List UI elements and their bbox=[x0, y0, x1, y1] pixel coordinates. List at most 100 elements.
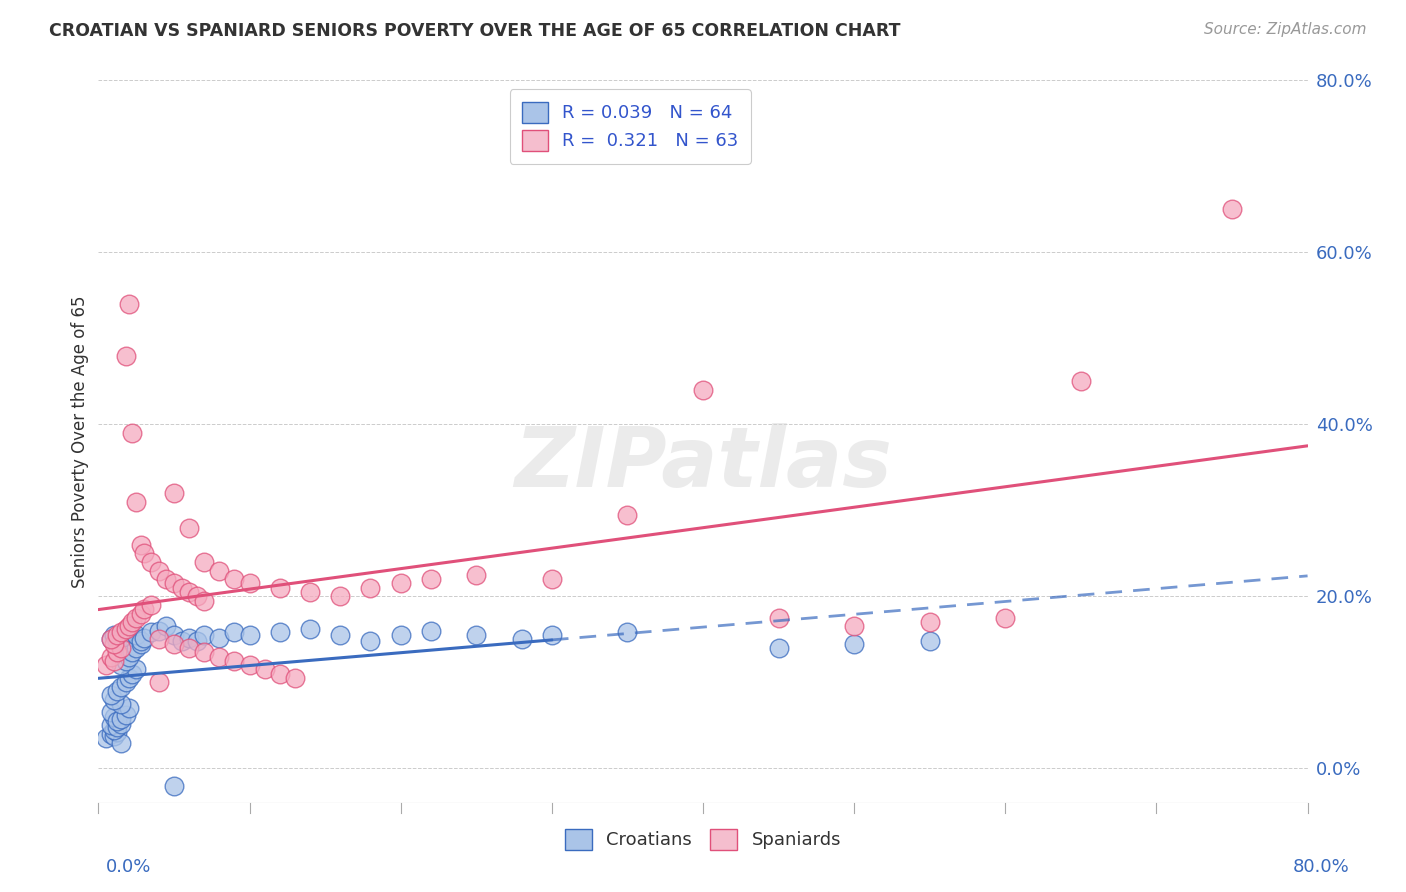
Point bbox=[155, 619, 177, 633]
Point bbox=[100, 632, 122, 647]
Point bbox=[118, 297, 141, 311]
Point bbox=[100, 688, 122, 702]
Point bbox=[125, 628, 148, 642]
Point bbox=[148, 624, 170, 638]
Point bbox=[105, 684, 128, 698]
Point bbox=[420, 624, 443, 638]
Point bbox=[692, 383, 714, 397]
Point bbox=[110, 712, 132, 726]
Point bbox=[163, 637, 186, 651]
Point bbox=[163, 779, 186, 793]
Point bbox=[253, 663, 276, 677]
Point bbox=[844, 619, 866, 633]
Point bbox=[299, 622, 322, 636]
Point bbox=[114, 654, 136, 668]
Point bbox=[141, 598, 163, 612]
Point bbox=[105, 725, 128, 739]
Point bbox=[114, 625, 136, 640]
Point bbox=[100, 706, 122, 720]
Point bbox=[193, 628, 215, 642]
Point bbox=[163, 486, 186, 500]
Point bbox=[208, 649, 231, 664]
Point bbox=[105, 645, 128, 659]
Point bbox=[1070, 375, 1092, 389]
Point bbox=[114, 349, 136, 363]
Point bbox=[148, 564, 170, 578]
Point bbox=[114, 675, 136, 690]
Point bbox=[224, 572, 246, 586]
Point bbox=[94, 658, 117, 673]
Point bbox=[121, 645, 143, 659]
Point bbox=[103, 654, 125, 668]
Point bbox=[465, 567, 488, 582]
Legend: Croatians, Spaniards: Croatians, Spaniards bbox=[555, 820, 851, 859]
Point bbox=[118, 649, 141, 664]
Point bbox=[110, 735, 132, 749]
Point bbox=[103, 637, 125, 651]
Point bbox=[186, 634, 208, 648]
Point bbox=[132, 631, 155, 645]
Point bbox=[103, 729, 125, 743]
Point bbox=[141, 555, 163, 569]
Point bbox=[540, 572, 562, 586]
Point bbox=[110, 697, 132, 711]
Point bbox=[103, 723, 125, 737]
Point bbox=[118, 619, 141, 633]
Point bbox=[105, 714, 128, 728]
Text: 80.0%: 80.0% bbox=[1294, 858, 1350, 876]
Point bbox=[420, 572, 443, 586]
Point bbox=[389, 628, 412, 642]
Point bbox=[100, 727, 122, 741]
Point bbox=[105, 634, 128, 648]
Point bbox=[239, 628, 262, 642]
Point bbox=[994, 611, 1017, 625]
Point bbox=[118, 701, 141, 715]
Point bbox=[105, 720, 128, 734]
Point bbox=[208, 564, 231, 578]
Point bbox=[510, 632, 533, 647]
Point bbox=[224, 654, 246, 668]
Point bbox=[768, 640, 790, 655]
Y-axis label: Seniors Poverty Over the Age of 65: Seniors Poverty Over the Age of 65 bbox=[70, 295, 89, 588]
Point bbox=[129, 637, 152, 651]
Point bbox=[239, 658, 262, 673]
Point bbox=[125, 663, 148, 677]
Point bbox=[94, 731, 117, 746]
Point bbox=[118, 671, 141, 685]
Point bbox=[110, 640, 132, 655]
Point bbox=[125, 494, 148, 508]
Point bbox=[179, 585, 201, 599]
Point bbox=[360, 581, 382, 595]
Point bbox=[125, 640, 148, 655]
Point bbox=[100, 718, 122, 732]
Point bbox=[155, 572, 177, 586]
Point bbox=[918, 634, 941, 648]
Point bbox=[844, 637, 866, 651]
Point bbox=[208, 631, 231, 645]
Text: 0.0%: 0.0% bbox=[105, 858, 150, 876]
Point bbox=[110, 631, 132, 645]
Point bbox=[186, 590, 208, 604]
Point bbox=[110, 658, 132, 673]
Point bbox=[540, 628, 562, 642]
Point bbox=[163, 628, 186, 642]
Text: ZIPatlas: ZIPatlas bbox=[515, 423, 891, 504]
Point bbox=[110, 625, 132, 640]
Point bbox=[269, 666, 291, 681]
Point bbox=[179, 631, 201, 645]
Point bbox=[148, 675, 170, 690]
Point bbox=[389, 576, 412, 591]
Point bbox=[118, 622, 141, 636]
Point bbox=[129, 538, 152, 552]
Point bbox=[329, 590, 352, 604]
Point bbox=[269, 581, 291, 595]
Point bbox=[768, 611, 790, 625]
Point bbox=[114, 708, 136, 723]
Point bbox=[129, 607, 152, 621]
Point bbox=[105, 628, 128, 642]
Point bbox=[179, 640, 201, 655]
Point bbox=[132, 546, 155, 560]
Point bbox=[163, 576, 186, 591]
Point bbox=[121, 666, 143, 681]
Point bbox=[132, 602, 155, 616]
